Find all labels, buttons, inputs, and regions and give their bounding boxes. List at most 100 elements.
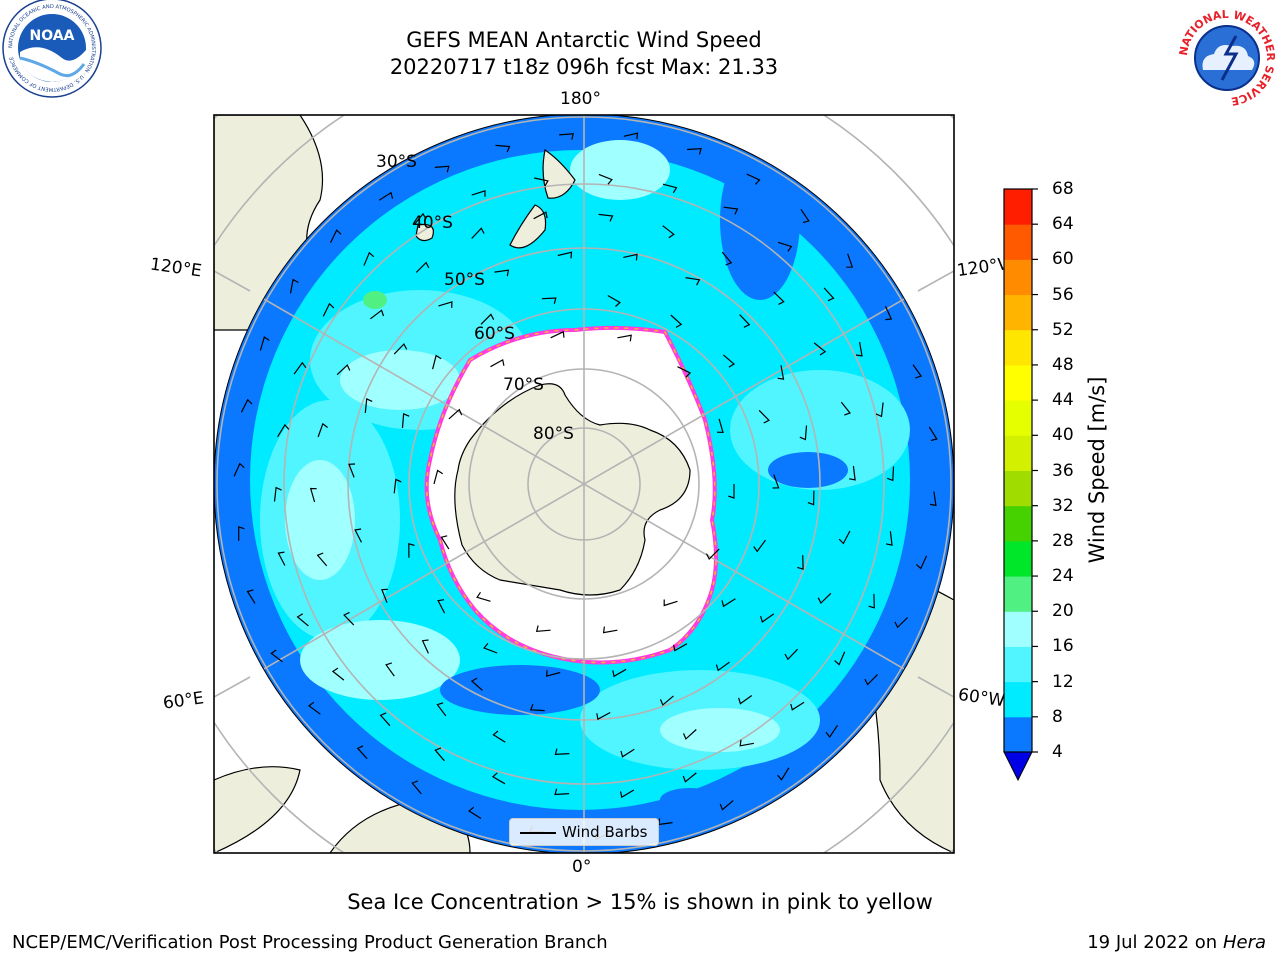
wind-barb [620,748,635,758]
wind-barb [411,780,422,795]
latitude-label-80s: 80°S [533,424,574,444]
wind-barb [777,241,793,252]
colorbar-extend-arrow [1003,751,1033,782]
wind-barb [277,551,286,566]
colorbar-tick-label: 48 [1052,354,1074,375]
wind-barb [495,144,511,153]
map-subtitle: 20220717 t18z 096h fcst Max: 21.33 [389,55,779,79]
wind-barb [413,212,427,226]
wind-barb [331,667,345,681]
wind-barb [753,539,766,553]
wind-barb [662,183,678,194]
wind-barb [541,297,557,304]
wind-barb [894,617,909,629]
footer-date: 19 Jul 2022 on Hera [1087,932,1266,953]
wind-barb [259,336,270,351]
wind-barb [777,767,790,781]
noaa-logo-text: NOAA [30,28,75,44]
colorbar-tick-label: 52 [1052,319,1074,340]
wind-barb [270,649,283,663]
wind-barb [238,526,245,541]
wind-barb [370,309,385,320]
latitude-label-50s: 50°S [444,270,485,290]
wind-barb [354,528,363,543]
wind-barb [546,670,561,677]
wind-barb [492,730,506,743]
wind-barb-legend: Wind Barbs [509,818,659,846]
wind-barb [317,422,328,438]
wind-barb [494,269,510,277]
wind-barb [677,366,692,378]
wind-barb [705,548,720,561]
wind-barb [746,173,761,185]
wind-barb [393,478,402,494]
wind-barb [868,593,875,609]
wind-barb [470,677,483,691]
wind-barb [554,748,570,756]
wind-barb [884,305,893,321]
wind-barb [784,648,799,661]
wind-barb [535,625,551,632]
wind-barb [309,487,317,503]
wind-barb [468,806,482,820]
wind-barb [273,486,282,502]
wind-barb [554,788,570,796]
wind-barb [928,426,938,442]
wind-barb [719,800,734,811]
wind-barb [432,354,442,370]
wind-barb [663,599,678,607]
wind-barb [686,147,702,155]
wind-barb [838,530,851,545]
wind-barb [825,724,838,739]
wind-barb [529,703,545,712]
wind-barb [440,535,450,550]
wind-barb [289,278,299,294]
wind-barb [723,354,736,368]
wind-barb [491,772,506,785]
colorbar-tick-label: 4 [1052,742,1063,762]
wind-barbs [233,132,938,841]
wind-barb [293,361,307,375]
noaa-logo: NOAA NATIONAL OCEANIC AND ATMOSPHERIC AD… [2,0,102,98]
colorbar-segment [1004,540,1032,577]
wind-speed-field [214,115,954,853]
colorbar-tick-label: 8 [1052,706,1063,727]
wind-barb [849,465,856,481]
wind-barb [886,466,895,482]
wind-barb [559,133,574,140]
wind-barb [912,364,923,379]
wind-barb [885,531,893,546]
wind-barb [356,745,368,760]
wind-barb [381,588,388,603]
colorbar-tick-label: 16 [1052,636,1074,657]
latitude-label-60s: 60°S [474,324,515,344]
colorbar-segment [1004,470,1032,507]
meridian-label-0: 0° [572,857,592,877]
wind-barb [448,408,463,420]
wind-barb [378,191,394,201]
colorbar-segment [1004,716,1032,753]
colorbar-tick-label: 12 [1052,671,1074,692]
colorbar-segment [1004,576,1032,612]
wind-barb [480,313,495,325]
legend-line [520,832,556,834]
wind-barb [598,173,613,185]
colorbar-tick-label: 24 [1052,566,1074,587]
footer-credit: NCEP/EMC/Verification Post Processing Pr… [12,932,608,953]
wind-barb [758,409,771,424]
colorbar-tick-label: 56 [1052,284,1074,305]
latitude-label-70s: 70°S [503,375,544,395]
wind-barb [336,364,351,376]
wind-barb [322,302,335,317]
wind-barb [471,227,485,239]
colorbar-tick-label: 20 [1052,601,1074,622]
wind-barb [437,599,446,614]
wind-barb [490,358,505,368]
colorbar-label: Wind Speed [m/s] [1085,376,1109,564]
wind-barb [864,674,878,686]
wind-barb [685,277,701,286]
wind-barb [602,626,618,634]
wind-barb [807,490,815,506]
graticule [216,115,952,853]
colorbar-tick-label: 36 [1052,460,1074,481]
